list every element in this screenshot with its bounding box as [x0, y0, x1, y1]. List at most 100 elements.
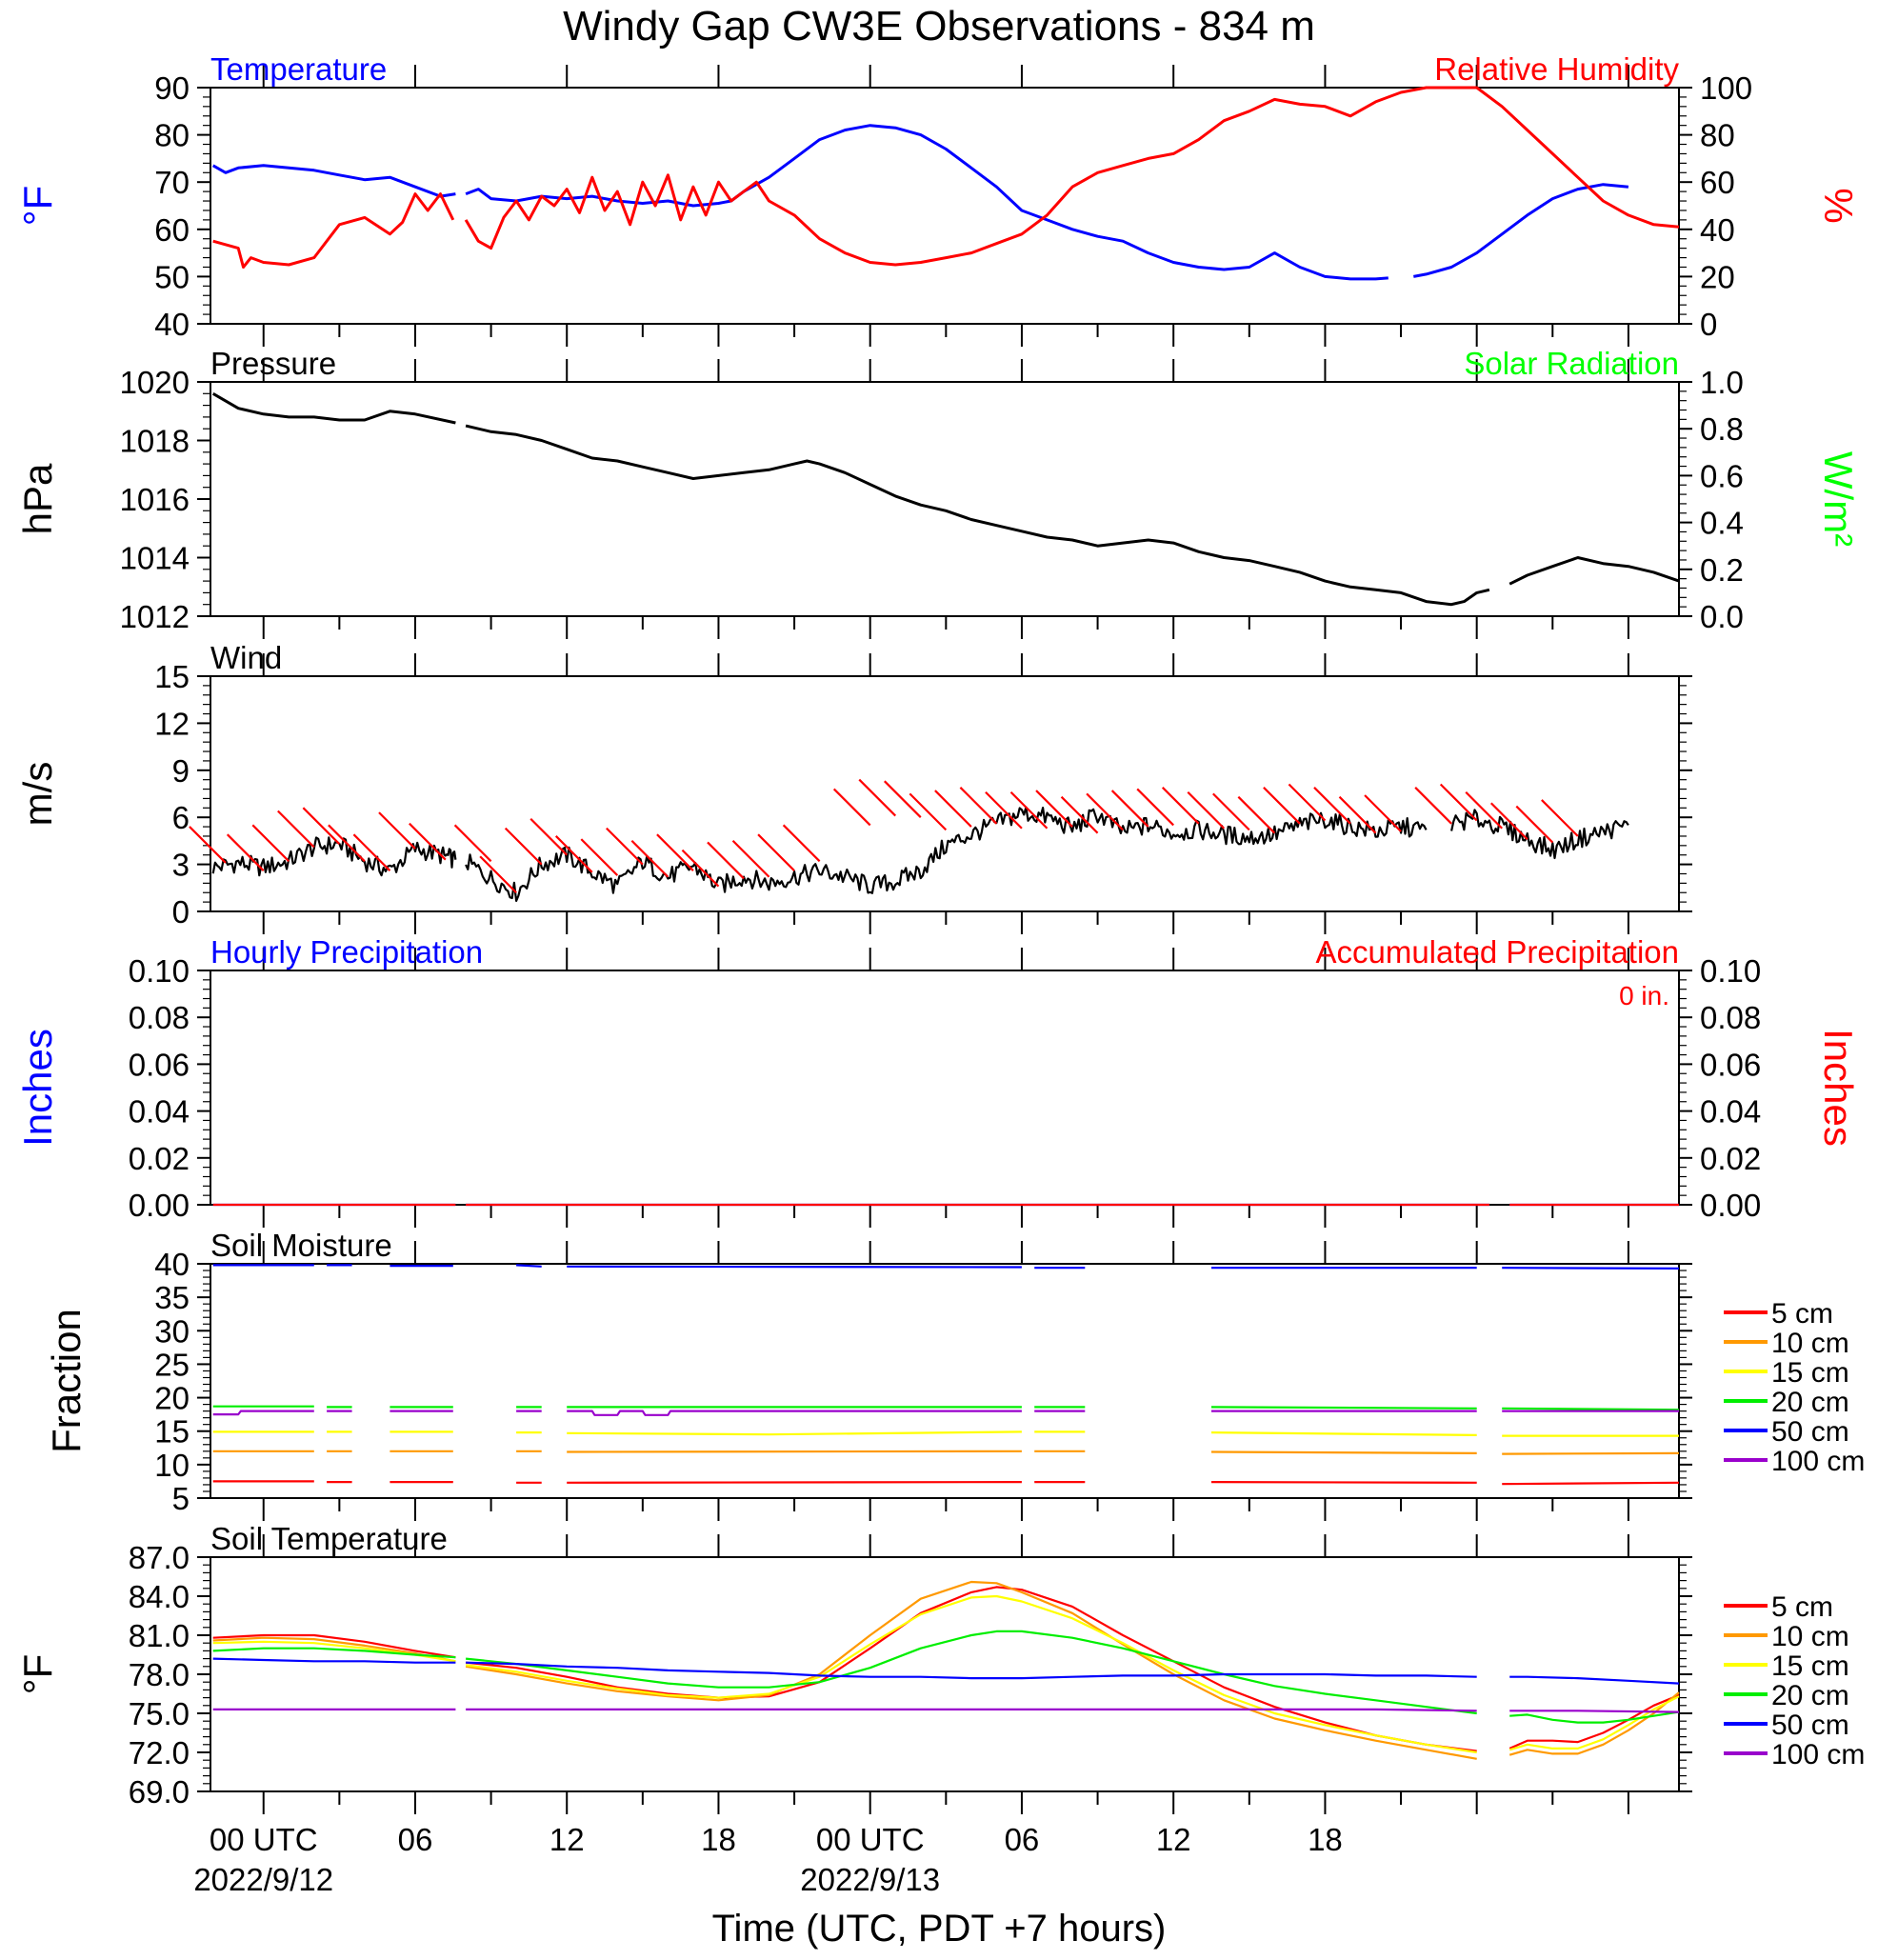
wind-barb — [731, 839, 770, 878]
y-tick-label-left: 0.10 — [129, 953, 190, 989]
y-axis-label-left: °F — [15, 1654, 60, 1694]
y-tick-label-left: 1014 — [120, 541, 190, 576]
x-tick-label: 18 — [701, 1822, 736, 1857]
y-tick-label-right: 0.6 — [1700, 458, 1744, 493]
y-tick-label-left: 0.08 — [129, 1000, 190, 1035]
wind-barb — [453, 824, 492, 863]
x-tick-label: 06 — [1005, 1822, 1040, 1857]
y-tick-label-left: 0.06 — [129, 1047, 190, 1082]
panel-title-left: Wind — [210, 640, 282, 675]
series-pressure — [211, 392, 1680, 607]
y-tick-label-left: 50 — [154, 259, 190, 294]
y-tick-label-right: 80 — [1700, 118, 1735, 153]
wind-barb — [1465, 790, 1503, 830]
y-tick-label-left: 87.0 — [129, 1540, 190, 1575]
y-tick-label-left: 1018 — [120, 424, 190, 459]
wind-barb — [378, 811, 416, 850]
wind-barb — [328, 824, 366, 863]
wind-barb — [934, 790, 972, 828]
wind-barb — [580, 838, 619, 876]
y-tick-label-right: 0.4 — [1700, 506, 1744, 541]
y-tick-label-left: 0 — [172, 894, 190, 930]
wind-barb — [554, 835, 593, 873]
y-tick-label-left: 20 — [154, 1381, 190, 1416]
legend-label: 50 cm — [1771, 1710, 1849, 1741]
wind-barb — [1263, 787, 1301, 825]
wind-barb — [1161, 787, 1200, 825]
x-tick-label: 18 — [1308, 1822, 1343, 1857]
plot-frame — [210, 87, 1680, 325]
y-tick-label-left: 40 — [154, 1247, 190, 1282]
y-tick-label-left: 1016 — [120, 482, 190, 517]
legend-label: 5 cm — [1771, 1591, 1833, 1623]
y-tick-label-right: 0.2 — [1700, 552, 1744, 588]
series-wind-speed — [211, 806, 1629, 902]
y-tick-label-right: 0.04 — [1700, 1094, 1761, 1130]
y-tick-label-left: 10 — [154, 1448, 190, 1483]
wind-barb — [1009, 790, 1049, 830]
wind-barb — [251, 824, 290, 863]
y-tick-label-left: 6 — [172, 800, 190, 835]
y-tick-label-left: 35 — [154, 1280, 190, 1315]
x-axis: 00 UTC 2022/9/12 06 12 18 00 UTC 2022/9/13 06 12… — [193, 1822, 1342, 1897]
series-50-cm — [212, 1657, 1680, 1685]
y-tick-label-left: 30 — [154, 1313, 190, 1349]
y-tick-label-right: 20 — [1700, 259, 1735, 294]
y-tick-label-right: 0.0 — [1700, 599, 1744, 634]
wind-barb — [1313, 787, 1351, 825]
series-10-cm — [212, 1450, 1680, 1455]
series-100-cm — [212, 1410, 1679, 1416]
wind-barb — [226, 833, 265, 871]
legend-label: 15 cm — [1771, 1357, 1849, 1389]
wind-barb — [504, 827, 543, 866]
panel-title-left: Pressure — [210, 346, 336, 381]
y-tick-label-left: 3 — [172, 848, 190, 883]
wind-barb — [832, 788, 871, 827]
y-tick-label-right: 0.10 — [1700, 953, 1761, 989]
panel-title-right: Relative Humidity — [1434, 51, 1679, 87]
y-axis-label-left: m/s — [15, 762, 60, 827]
series-100-cm — [212, 1708, 1680, 1713]
wind-barb — [1237, 795, 1276, 834]
wind-barb — [1541, 799, 1579, 837]
wind-barb — [1136, 788, 1174, 827]
wind-barb — [1035, 790, 1073, 828]
chart-title: Windy Gap CW3E Observations - 834 m — [563, 3, 1315, 50]
y-tick-label-left: 69.0 — [129, 1774, 190, 1810]
y-tick-label-left: 78.0 — [129, 1657, 190, 1692]
legend-label: 50 cm — [1771, 1416, 1849, 1448]
wind-barb — [1414, 787, 1452, 825]
y-tick-label-left: 84.0 — [129, 1579, 190, 1614]
legend-label: 100 cm — [1771, 1446, 1865, 1477]
series-20-cm — [212, 1405, 1680, 1411]
series-temperature — [211, 124, 1629, 281]
wind-barb — [959, 787, 998, 825]
y-tick-label-left: 75.0 — [129, 1696, 190, 1731]
panel-title-left: Soil Temperature — [210, 1521, 448, 1556]
x-axis-label: Time (UTC, PDT +7 hours) — [712, 1908, 1167, 1950]
y-axis-label-left: °F — [15, 186, 60, 226]
y-tick-label-left: 81.0 — [129, 1618, 190, 1653]
legend-label: 10 cm — [1771, 1328, 1849, 1359]
wind-barb — [1489, 802, 1528, 841]
wind-barb — [529, 817, 568, 856]
panel-title-left: Soil Moisture — [210, 1228, 392, 1263]
x-tick-date-label: 2022/9/12 — [193, 1862, 333, 1897]
wind-barb — [352, 833, 391, 871]
wind-barb — [1187, 790, 1226, 830]
wind-barb — [277, 810, 315, 849]
legend-label: 20 cm — [1771, 1680, 1849, 1711]
y-tick-label-left: 90 — [154, 70, 190, 106]
wind-barb — [985, 790, 1023, 830]
series-relative-humidity — [212, 86, 1680, 269]
y-tick-label-left: 15 — [154, 1414, 190, 1450]
legend-label: 10 cm — [1771, 1621, 1849, 1652]
plot-frame — [210, 1263, 1680, 1499]
x-tick-label: 00 UTC — [210, 1822, 318, 1857]
wind-barb — [189, 826, 227, 864]
wind-barb — [1364, 794, 1402, 832]
wind-barb — [707, 841, 745, 880]
